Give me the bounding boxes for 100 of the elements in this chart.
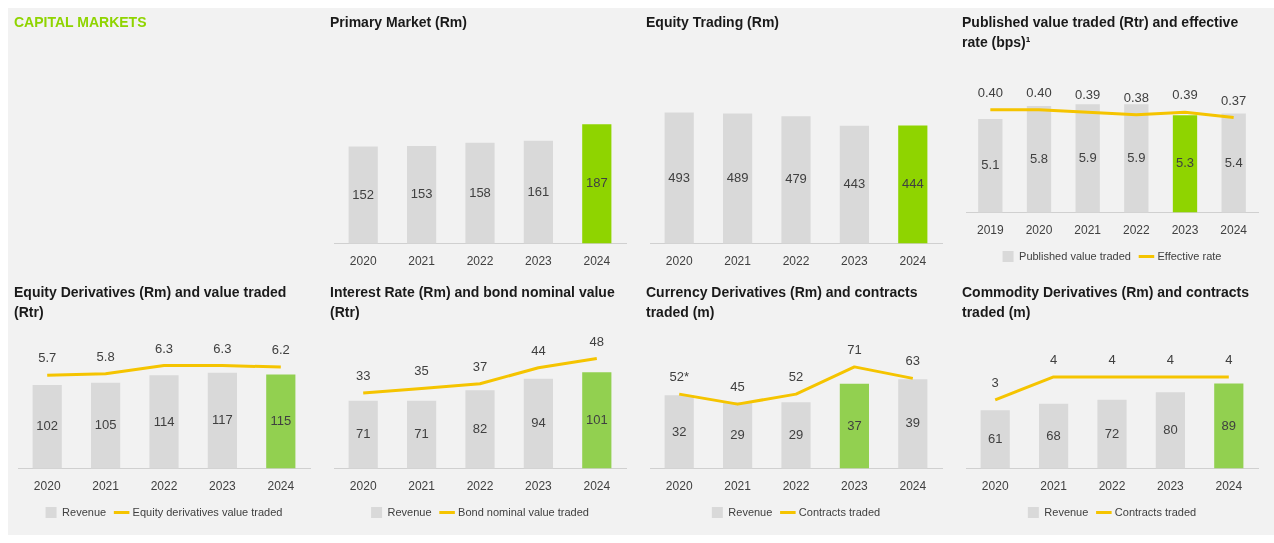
data-label: 32 [671, 423, 687, 439]
bar [664, 395, 694, 469]
x-tick-label: 2023 [209, 479, 237, 494]
x-tick-label: 2020 [1025, 223, 1053, 238]
data-label: 117 [212, 412, 233, 428]
bar [407, 400, 437, 469]
data-label: 3 [991, 374, 999, 390]
x-tick-label: 2022 [466, 254, 494, 269]
data-label: 4 [1108, 352, 1116, 367]
data-label: 102 [36, 418, 59, 434]
data-label: 39 [905, 415, 921, 431]
data-label: 45 [730, 379, 745, 395]
data-label: 5.1 [981, 157, 1000, 173]
bar [980, 410, 1010, 469]
data-label: 187 [585, 175, 608, 191]
bar [523, 378, 553, 469]
bar [149, 375, 179, 469]
data-label: 37 [472, 358, 488, 374]
bar [91, 382, 121, 469]
x-tick-label: 2021 [92, 479, 120, 494]
data-label: 6.3 [154, 340, 174, 356]
bar [1026, 106, 1052, 213]
legend-label: Revenue [1044, 505, 1089, 518]
legend-label: Revenue [728, 505, 773, 518]
bar [839, 383, 869, 469]
data-label: 71 [847, 341, 862, 357]
x-tick-label: 2024 [899, 254, 927, 269]
data-label: 5.7 [38, 350, 57, 366]
bar [523, 140, 553, 244]
bar [32, 385, 62, 469]
data-label: 0.39 [1172, 87, 1198, 103]
bar [781, 402, 811, 469]
x-tick-label: 2024 [583, 479, 611, 494]
data-label: 444 [901, 176, 924, 192]
data-label: 493 [668, 169, 691, 185]
bar [348, 400, 378, 469]
data-label: 101 [585, 411, 608, 427]
data-label: 4 [1166, 352, 1175, 367]
bar [1214, 383, 1244, 469]
legend-label: Contracts traded [798, 505, 881, 518]
bar [348, 146, 378, 244]
data-label: 5.9 [1078, 149, 1097, 165]
x-tick-label: 2023 [1157, 479, 1185, 494]
data-label: 161 [527, 183, 550, 199]
data-label: 52 [788, 369, 804, 385]
bar [582, 124, 612, 244]
data-label: 4 [1225, 352, 1233, 367]
bar [207, 372, 237, 469]
data-label: 94 [531, 415, 546, 431]
data-label: 6.2 [271, 342, 290, 358]
x-tick-label: 2024 [267, 479, 295, 494]
data-label: 5.9 [1127, 149, 1146, 165]
bar [898, 125, 928, 244]
data-label: 89 [1221, 417, 1237, 433]
bar [407, 145, 437, 244]
data-label: 6.3 [213, 340, 232, 356]
chart-title: Primary Market (Rm) [330, 13, 468, 32]
x-tick-label: 2024 [583, 254, 611, 269]
data-label: 443 [843, 176, 866, 192]
bar [465, 142, 495, 244]
bar [465, 390, 495, 469]
data-label: 105 [94, 417, 117, 433]
data-label: 52* [669, 369, 689, 385]
data-label: 68 [1046, 427, 1061, 443]
bar [1124, 104, 1149, 213]
bar [664, 112, 694, 244]
chart-title: Currency Derivatives (Rm) and contracts traded (m) [646, 283, 919, 322]
data-label: 29 [730, 426, 745, 442]
data-label: 61 [987, 431, 1003, 447]
data-label: 80 [1163, 421, 1178, 437]
bar [1221, 113, 1246, 213]
x-tick-label: 2021 [724, 479, 752, 494]
data-label: 479 [785, 171, 807, 187]
data-label: 33 [355, 368, 371, 384]
legend-label: Equity derivatives value traded [132, 505, 283, 518]
bar [1039, 403, 1069, 469]
x-tick-label: 2024 [1220, 223, 1248, 238]
legend-label: Bond nominal value traded [458, 505, 589, 518]
data-label: 0.40 [977, 84, 1003, 100]
bar [1097, 399, 1127, 469]
x-tick-label: 2024 [899, 479, 927, 494]
bar [582, 372, 612, 469]
data-label: 63 [905, 353, 921, 369]
x-tick-label: 2021 [724, 254, 752, 269]
x-tick-label: 2021 [1074, 223, 1102, 238]
bar [266, 374, 296, 469]
x-tick-label: 2021 [408, 479, 436, 494]
x-tick-label: 2019 [976, 223, 1004, 238]
data-label: 82 [472, 421, 488, 437]
data-label: 5.8 [1029, 150, 1049, 166]
data-label: 5.3 [1175, 155, 1195, 171]
x-tick-label: 2022 [782, 479, 810, 494]
bar [839, 125, 869, 244]
data-label: 0.37 [1221, 92, 1247, 108]
x-tick-label: 2020 [981, 479, 1009, 494]
x-tick-label: 2022 [150, 479, 178, 494]
bar [723, 113, 753, 244]
chart-title: Equity Derivatives (Rm) and value traded (Rtr) [14, 283, 288, 322]
x-tick-label: 2020 [33, 479, 61, 494]
legend-label: Contracts traded [1114, 505, 1197, 518]
